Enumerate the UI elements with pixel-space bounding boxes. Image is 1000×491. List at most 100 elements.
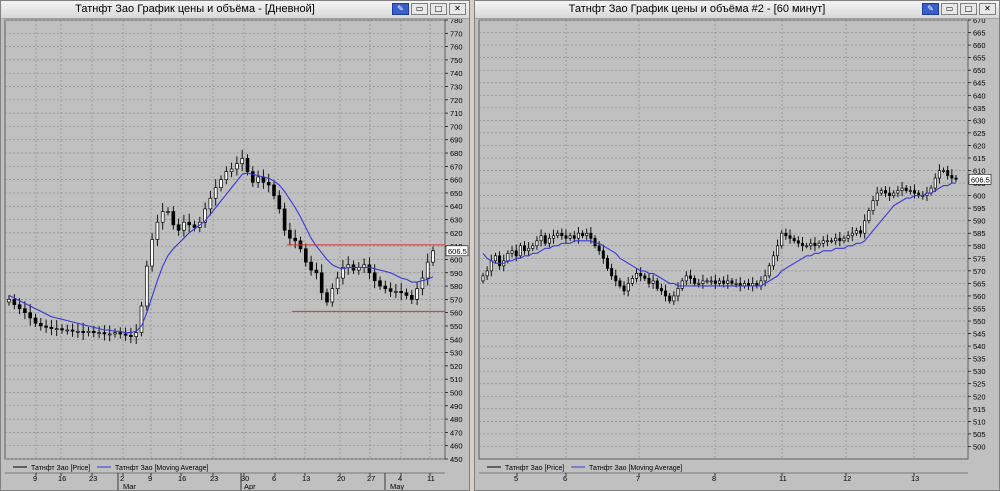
candle-body <box>107 333 112 336</box>
candle-body <box>950 175 954 179</box>
candle-body <box>81 330 86 333</box>
y-tick-label: 635 <box>973 104 986 113</box>
x-tick-label: 12 <box>843 474 851 483</box>
x-tick-label: 11 <box>779 474 787 483</box>
candle-body <box>763 275 767 282</box>
candle-body <box>697 283 701 285</box>
candle-body <box>182 221 186 231</box>
y-tick-label: 630 <box>450 216 463 225</box>
candle-body <box>372 272 377 282</box>
candle-body <box>913 190 916 194</box>
candle-body <box>805 245 809 248</box>
y-tick-label: 615 <box>973 154 986 163</box>
y-tick-label: 540 <box>450 335 463 344</box>
candle-body <box>415 288 419 300</box>
candle-body <box>394 291 398 293</box>
y-tick-label: 600 <box>450 255 463 264</box>
candle-body <box>272 184 276 196</box>
month-label: May <box>390 482 404 490</box>
candle-body <box>560 232 564 237</box>
candle-body <box>23 308 27 314</box>
candle-body <box>871 200 875 212</box>
pin-icon[interactable]: ✎ <box>392 3 409 15</box>
candle-body <box>76 330 80 333</box>
plot-area <box>478 19 969 460</box>
candle-body <box>49 326 54 329</box>
y-tick-label: 690 <box>450 136 463 145</box>
window-title: Татнфт Зао График цены и объёма #2 - [60… <box>568 3 826 15</box>
candle-body <box>65 329 70 332</box>
candle-body <box>842 237 846 242</box>
candle-body <box>601 250 605 259</box>
candle-body <box>250 171 255 183</box>
candle-body <box>38 322 43 327</box>
hourly-price-chart[interactable]: 500 505 510 515 520 525 530 535 540 545 550 555 560 5… <box>475 19 999 490</box>
candle-body <box>581 232 585 237</box>
candle-body <box>693 278 697 284</box>
candle-body <box>203 208 207 223</box>
window-title: Татнфт Зао График цены и объёма - [Дневн… <box>75 3 315 15</box>
minimize-button[interactable]: ▭ <box>411 3 428 15</box>
x-tick-label: 6 <box>563 474 567 483</box>
candle-body <box>325 292 329 303</box>
candle-body <box>240 158 245 165</box>
y-tick-label: 585 <box>973 229 986 238</box>
candle-body <box>672 295 676 302</box>
candle-body <box>626 283 630 292</box>
y-tick-label: 575 <box>973 254 986 263</box>
daily-price-chart[interactable]: 450 460 470 480 490 500 510 520 530 540 550 560 570 5… <box>1 19 469 490</box>
y-tick-label: 620 <box>450 229 463 238</box>
close-button[interactable]: ✕ <box>449 3 466 15</box>
plot-area <box>4 19 446 460</box>
minimize-button[interactable]: ▭ <box>941 3 958 15</box>
month-label: Mar <box>123 482 136 490</box>
maximize-button[interactable]: □ <box>960 3 977 15</box>
window-titlebar[interactable]: Татнфт Зао График цены и объёма - [Дневн… <box>1 1 469 19</box>
pin-icon[interactable]: ✎ <box>922 3 939 15</box>
y-tick-label: 620 <box>973 141 986 150</box>
candle-body <box>701 280 705 284</box>
candle-body <box>605 257 609 269</box>
maximize-button[interactable]: □ <box>430 3 447 15</box>
candle-body <box>572 235 576 239</box>
candle-body <box>900 187 904 191</box>
window-titlebar[interactable]: Татнфт Зао График цены и объёма #2 - [60… <box>475 1 999 19</box>
y-tick-label: 560 <box>973 292 986 301</box>
candle-body <box>718 280 721 284</box>
y-tick-label: 770 <box>450 29 463 38</box>
candle-body <box>510 250 514 254</box>
y-tick-label: 510 <box>973 417 986 426</box>
candle-body <box>102 332 107 335</box>
y-tick-label: 560 <box>450 309 463 318</box>
y-tick-label: 640 <box>450 202 463 211</box>
y-tick-label: 740 <box>450 69 463 78</box>
y-tick-label: 655 <box>973 54 986 63</box>
candle-body <box>44 325 48 328</box>
candle-body <box>552 235 556 239</box>
candle-body <box>60 328 64 331</box>
y-tick-label: 515 <box>973 405 986 414</box>
month-label: Apr <box>244 482 256 490</box>
x-tick-label: 27 <box>367 474 375 483</box>
candle-body <box>892 192 896 196</box>
candle-body <box>235 163 239 170</box>
y-tick-label: 710 <box>450 109 463 118</box>
candle-body <box>160 211 165 223</box>
y-tick-label: 550 <box>973 317 986 326</box>
candle-body <box>28 312 33 319</box>
candle-body <box>879 190 883 194</box>
candle-body <box>767 265 771 277</box>
y-tick-label: 500 <box>973 442 986 451</box>
y-tick-label: 665 <box>973 29 986 38</box>
candle-body <box>896 190 900 194</box>
y-tick-label: 565 <box>973 279 986 288</box>
x-tick-label: 6 <box>272 474 276 483</box>
candle-body <box>647 278 651 284</box>
candle-body <box>383 285 388 290</box>
candle-body <box>659 288 663 292</box>
close-button[interactable]: ✕ <box>979 3 996 15</box>
candle-body <box>54 328 59 330</box>
candle-body <box>399 291 404 294</box>
candle-body <box>622 285 626 292</box>
candle-body <box>888 192 892 196</box>
